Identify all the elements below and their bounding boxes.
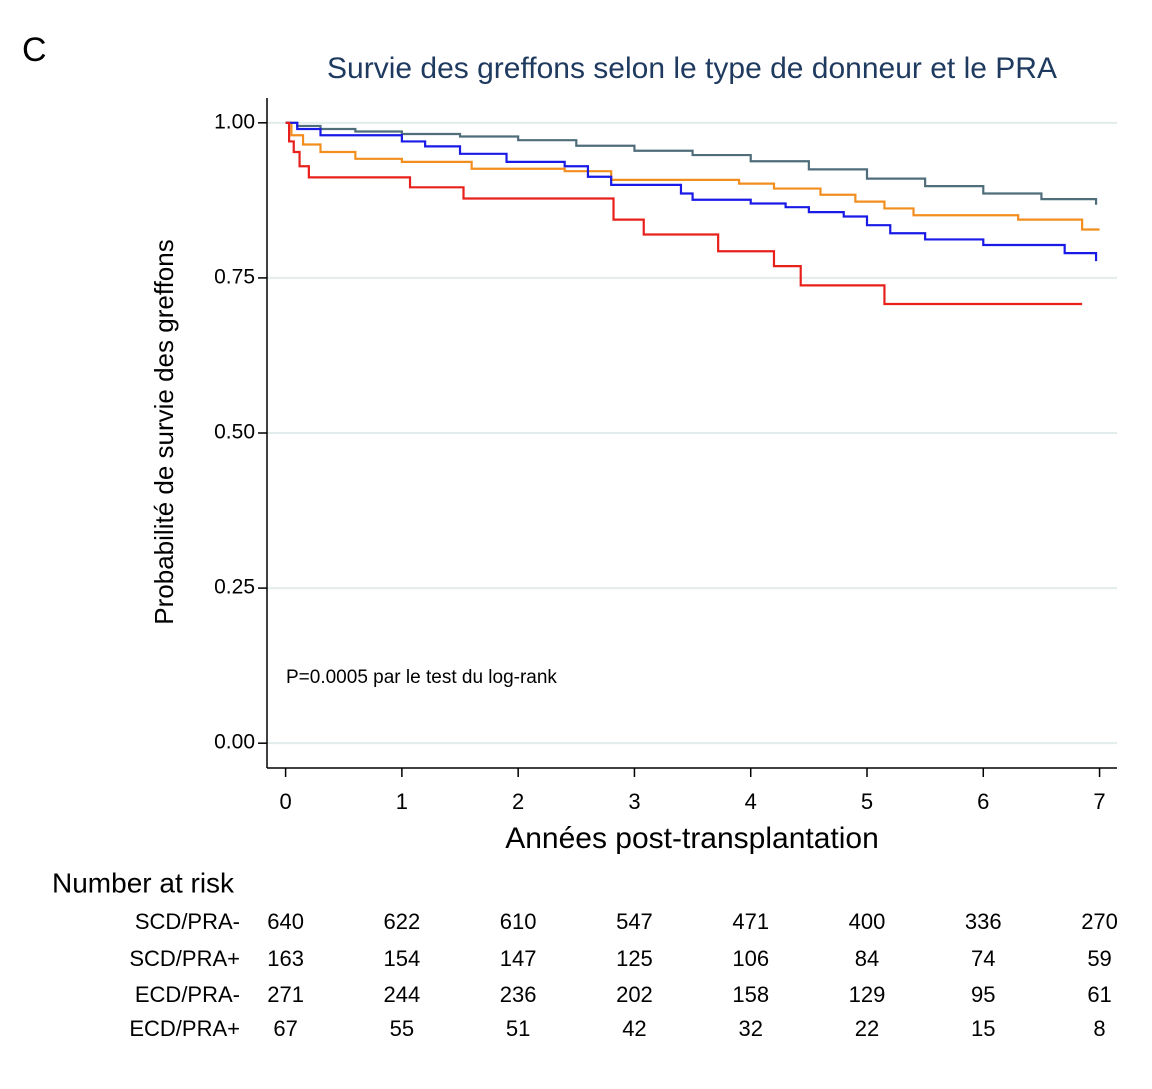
- x-tick-label: 4: [745, 789, 757, 814]
- risk-count: 61: [1087, 982, 1111, 1007]
- risk-count: 22: [855, 1016, 879, 1041]
- risk-count: 336: [965, 909, 1002, 934]
- risk-count: 84: [855, 946, 879, 971]
- risk-count: 202: [616, 982, 653, 1007]
- risk-count: 67: [273, 1016, 297, 1041]
- x-tick-label: 6: [977, 789, 989, 814]
- risk-row-label: ECD/PRA-: [135, 982, 240, 1007]
- x-tick-label: 5: [861, 789, 873, 814]
- y-tick-label: 0.75: [214, 265, 255, 288]
- risk-count: 42: [622, 1016, 646, 1041]
- risk-count: 270: [1081, 909, 1118, 934]
- annotation: P=0.0005 par le test du log-rank: [286, 667, 557, 688]
- risk-count: 51: [506, 1016, 530, 1041]
- x-tick-label: 7: [1093, 789, 1105, 814]
- panel-label: C: [22, 31, 47, 69]
- x-axis-label: Années post-transplantation: [505, 822, 879, 855]
- risk-count: 547: [616, 909, 653, 934]
- risk-count: 129: [849, 982, 886, 1007]
- y-axis-label: Probabilité de survie des greffons: [149, 239, 179, 624]
- risk-count: 244: [384, 982, 421, 1007]
- survival-curve: [285, 121, 1098, 262]
- y-tick-label: 1.00: [214, 110, 255, 133]
- survival-curve: [285, 121, 1100, 231]
- risk-count: 106: [732, 946, 769, 971]
- risk-count: 640: [267, 909, 304, 934]
- risk-count: 158: [732, 982, 769, 1007]
- risk-count: 59: [1087, 946, 1111, 971]
- risk-count: 125: [616, 946, 653, 971]
- chart-title: Survie des greffons selon le type de don…: [327, 52, 1057, 85]
- risk-count: 15: [971, 1016, 995, 1041]
- survival-curve: [285, 121, 1083, 306]
- risk-row-label: SCD/PRA-: [135, 909, 240, 934]
- risk-count: 271: [267, 982, 304, 1007]
- y-tick-label: 0.50: [214, 421, 255, 444]
- risk-count: 154: [384, 946, 421, 971]
- y-tick-label: 0.25: [214, 576, 255, 599]
- risk-count: 32: [738, 1016, 762, 1041]
- y-tick-label: 0.00: [214, 731, 255, 754]
- risk-count: 95: [971, 982, 995, 1007]
- survival-curve: [285, 121, 1098, 205]
- risk-count: 147: [500, 946, 537, 971]
- risk-count: 74: [971, 946, 995, 971]
- x-tick-label: 3: [628, 789, 640, 814]
- x-tick-label: 1: [396, 789, 408, 814]
- risk-row-label: SCD/PRA+: [129, 946, 240, 971]
- risk-count: 471: [732, 909, 769, 934]
- risk-count: 236: [500, 982, 537, 1007]
- risk-table-title: Number at risk: [52, 867, 235, 898]
- risk-count: 163: [267, 946, 304, 971]
- risk-count: 610: [500, 909, 537, 934]
- x-tick-label: 2: [512, 789, 524, 814]
- risk-count: 55: [390, 1016, 414, 1041]
- risk-count: 8: [1093, 1016, 1105, 1041]
- risk-count: 400: [849, 909, 886, 934]
- risk-count: 622: [384, 909, 421, 934]
- risk-row-label: ECD/PRA+: [129, 1016, 240, 1041]
- x-tick-label: 0: [279, 789, 291, 814]
